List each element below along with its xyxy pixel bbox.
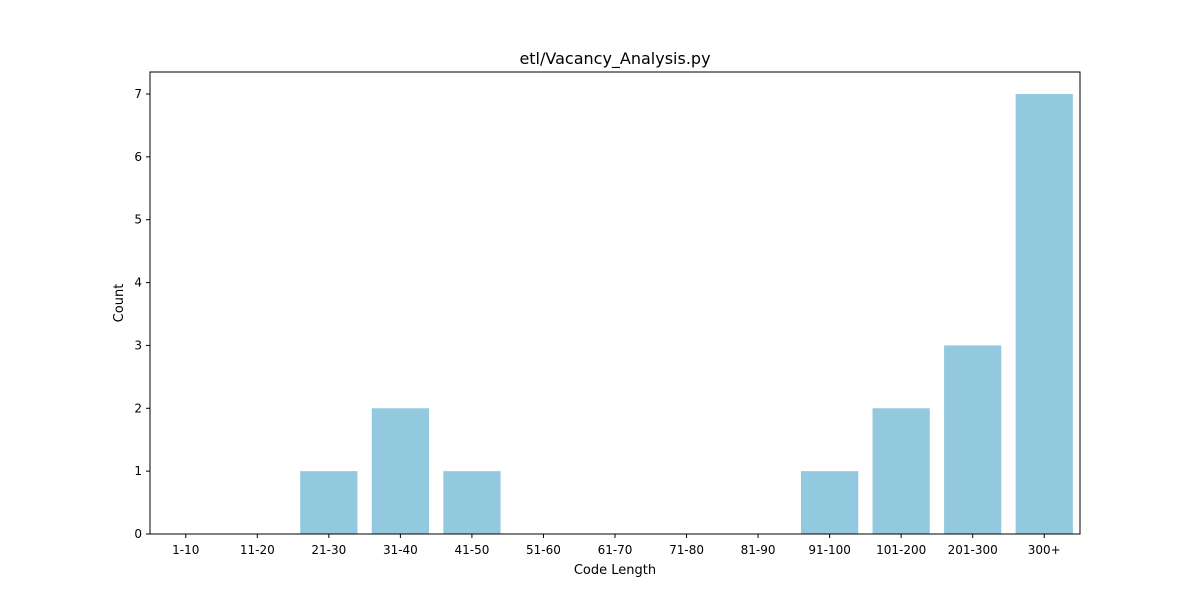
x-tick-label: 41-50	[454, 543, 489, 557]
bar-201-300	[944, 345, 1002, 534]
y-tick-label: 4	[134, 276, 142, 290]
y-axis-label: Count	[112, 284, 127, 323]
y-axis-ticks: 0 1 2 3 4 5 6 7	[134, 87, 150, 541]
x-tick-label: 201-300	[948, 543, 998, 557]
x-tick-label: 61-70	[598, 543, 633, 557]
y-tick-label: 5	[134, 213, 142, 227]
x-tick-label: 71-80	[669, 543, 704, 557]
bar-31-40	[371, 408, 429, 534]
bar-300+	[1015, 94, 1073, 534]
y-tick-label: 7	[134, 87, 142, 101]
y-tick-label: 1	[134, 464, 142, 478]
bar-21-30	[300, 471, 358, 534]
x-tick-label: 21-30	[311, 543, 346, 557]
x-tick-label: 11-20	[240, 543, 275, 557]
plot-frame	[149, 71, 1081, 535]
x-tick-label: 91-100	[808, 543, 851, 557]
chart-title: etl/Vacancy_Analysis.py	[519, 49, 710, 69]
y-tick-label: 0	[134, 527, 142, 541]
x-tick-label: 101-200	[876, 543, 926, 557]
y-tick-label: 6	[134, 150, 142, 164]
bars-layer	[300, 94, 1073, 534]
x-tick-label: 51-60	[526, 543, 561, 557]
x-tick-label: 300+	[1028, 543, 1061, 557]
x-axis-ticks: 1-10 11-20 21-30 31-40 41-50 51-60 61-70 71-80 8…	[172, 534, 1061, 557]
x-tick-label: 81-90	[741, 543, 776, 557]
y-tick-label: 2	[134, 401, 142, 415]
x-tick-label: 31-40	[383, 543, 418, 557]
bar-41-50	[443, 471, 501, 534]
y-tick-label: 3	[134, 338, 142, 352]
bar-101-200	[872, 408, 930, 534]
bar-91-100	[801, 471, 859, 534]
x-axis-label: Code Length	[574, 563, 656, 578]
x-tick-label: 1-10	[172, 543, 199, 557]
